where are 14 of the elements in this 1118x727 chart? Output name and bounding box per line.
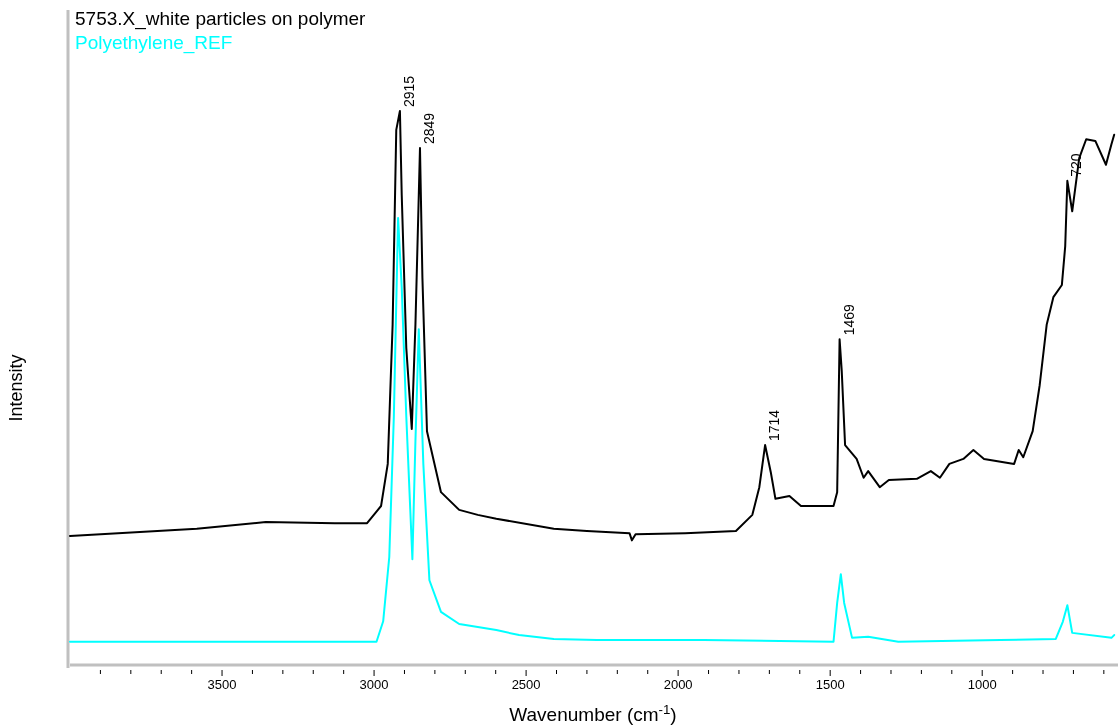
x-tick-label: 1000 — [967, 677, 997, 692]
annotation: 2915 — [400, 75, 417, 107]
x-tick-label: 3500 — [207, 677, 237, 692]
x-tick-label: 2000 — [663, 677, 693, 692]
x-tick-label: 3000 — [359, 677, 389, 692]
annotation: 1714 — [766, 409, 783, 442]
text: 5753.X_white particles on polymer — [75, 8, 367, 30]
annotation: 1469 — [840, 303, 857, 336]
text: Polyethylene_REF — [75, 32, 233, 54]
y-axis-title: Intensity — [6, 354, 26, 422]
annotation: 2849 — [420, 112, 437, 145]
x-tick-label: 2500 — [511, 677, 541, 692]
x-axis-title: Wavenumber (cm$^{-1}$) — [509, 701, 677, 725]
x-tick-label: 1500 — [815, 677, 845, 692]
